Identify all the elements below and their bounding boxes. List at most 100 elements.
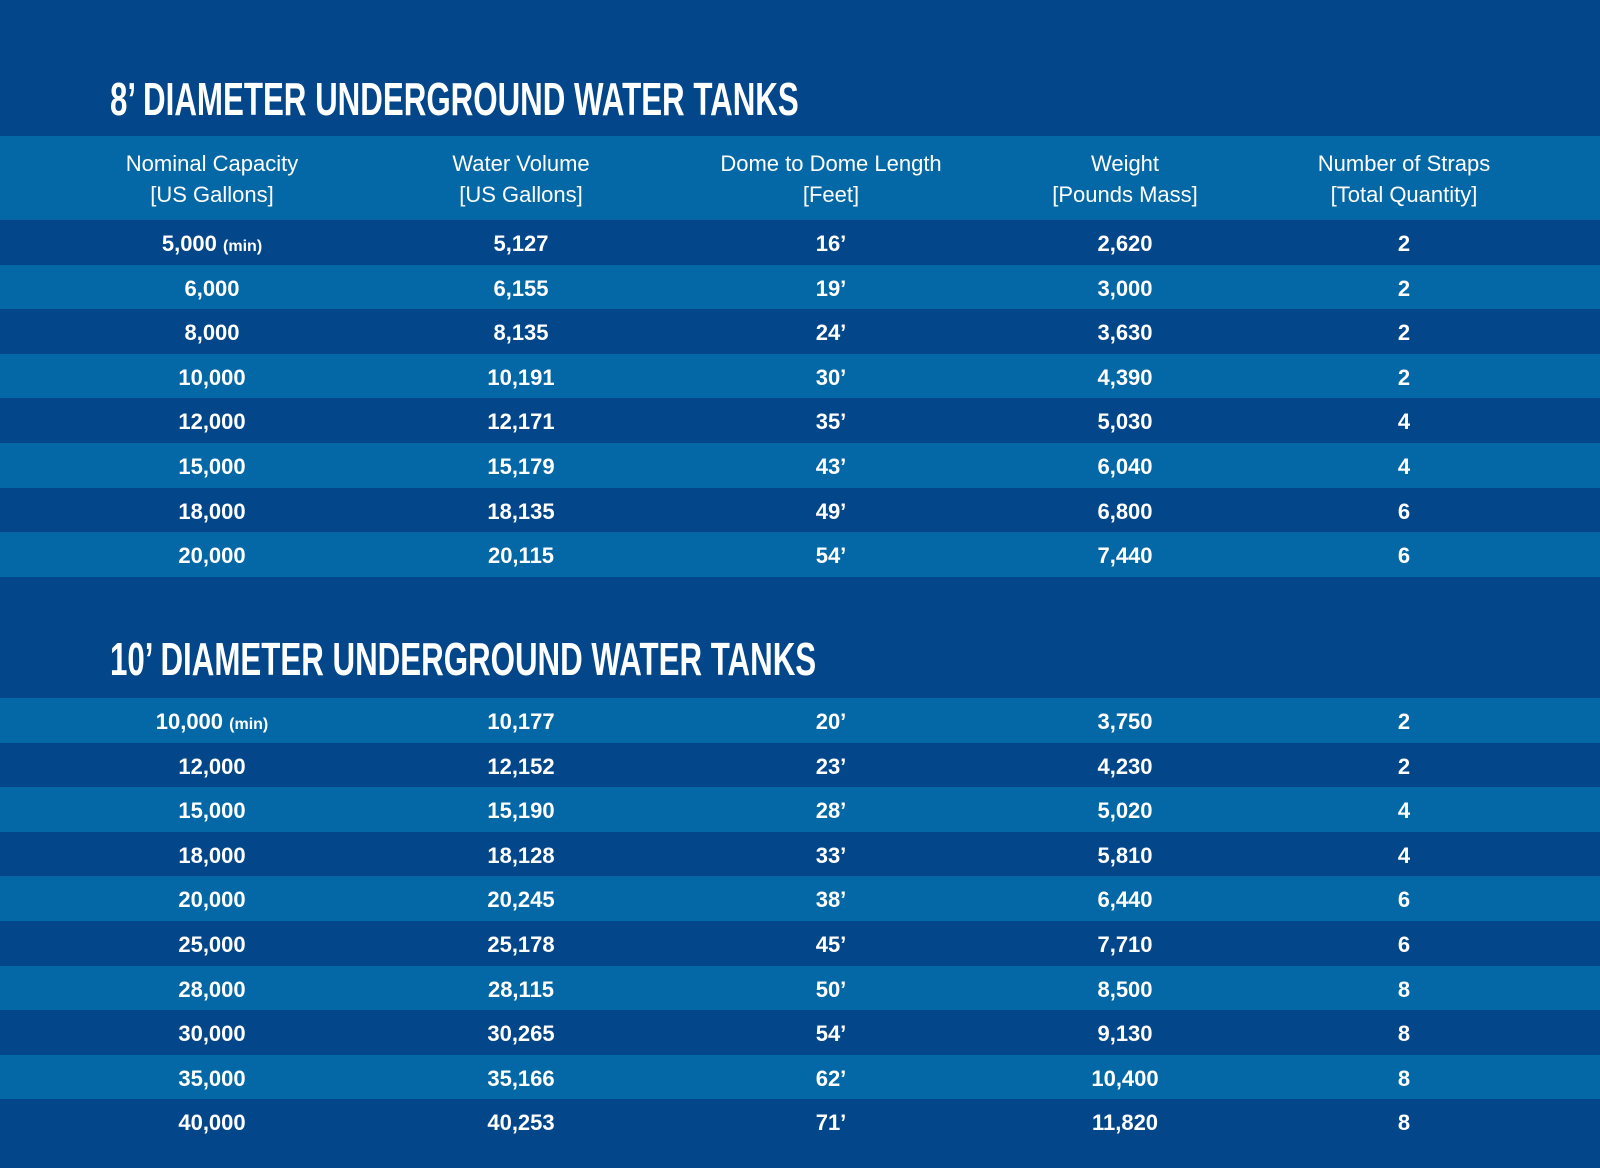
volume-value: 15,179 bbox=[487, 453, 555, 479]
volume-value: 28,115 bbox=[487, 976, 555, 1002]
capacity-value: 40,000 bbox=[178, 1110, 246, 1136]
header-line2: [Feet] bbox=[802, 182, 860, 207]
cell-length: 62’ bbox=[816, 1066, 847, 1092]
cell-length: 33’ bbox=[816, 843, 847, 869]
min-note: (min) bbox=[229, 716, 269, 733]
capacity-value: 35,000 bbox=[178, 1065, 246, 1091]
cell-straps: 2 bbox=[1398, 365, 1410, 391]
length-value: 71’ bbox=[815, 1110, 847, 1136]
cell-weight: 7,710 bbox=[1097, 932, 1152, 958]
capacity-value: 15,000 bbox=[178, 453, 246, 479]
capacity-value: 15,000 bbox=[178, 798, 246, 824]
volume-value: 20,245 bbox=[487, 887, 555, 913]
cell-weight: 6,040 bbox=[1097, 454, 1152, 480]
cell-capacity: 15,000 bbox=[178, 454, 245, 480]
table-row: 10,000 (min) 10,177 20’ 3,750 2 bbox=[0, 698, 1600, 743]
volume-value: 8,135 bbox=[493, 320, 549, 346]
cell-capacity: 18,000 bbox=[178, 499, 245, 525]
cell-capacity: 12,000 bbox=[178, 754, 245, 780]
capacity-value: 28,000 bbox=[178, 976, 246, 1002]
weight-value: 6,440 bbox=[1097, 887, 1153, 913]
cell-weight: 9,130 bbox=[1097, 1021, 1152, 1047]
straps-value: 6 bbox=[1397, 498, 1411, 524]
length-value: 28’ bbox=[815, 798, 847, 824]
cell-straps: 4 bbox=[1398, 843, 1410, 869]
cell-straps: 6 bbox=[1398, 499, 1410, 525]
straps-value: 4 bbox=[1397, 842, 1411, 868]
cell-capacity: 6,000 bbox=[184, 276, 239, 302]
volume-value: 30,265 bbox=[487, 1021, 555, 1047]
straps-value: 2 bbox=[1397, 320, 1411, 346]
header-length: Dome to Dome Length [Feet] bbox=[720, 148, 941, 210]
cell-volume: 18,135 bbox=[487, 499, 554, 525]
cell-capacity: 12,000 bbox=[178, 409, 245, 435]
cell-straps: 8 bbox=[1398, 1110, 1410, 1136]
cell-straps: 2 bbox=[1398, 276, 1410, 302]
volume-value: 18,135 bbox=[487, 498, 555, 524]
cell-capacity: 15,000 bbox=[178, 798, 245, 824]
cell-length: 30’ bbox=[816, 365, 847, 391]
cell-weight: 8,500 bbox=[1097, 977, 1152, 1003]
table-header: Nominal Capacity [US Gallons] Water Volum… bbox=[0, 136, 1600, 220]
weight-value: 7,710 bbox=[1097, 931, 1153, 957]
cell-weight: 6,800 bbox=[1097, 499, 1152, 525]
table-row: 30,000 30,265 54’ 9,130 8 bbox=[0, 1010, 1600, 1055]
length-value: 35’ bbox=[815, 409, 847, 435]
volume-value: 15,190 bbox=[487, 798, 555, 824]
weight-value: 4,390 bbox=[1097, 364, 1153, 390]
cell-straps: 2 bbox=[1398, 754, 1410, 780]
cell-straps: 8 bbox=[1398, 1066, 1410, 1092]
volume-value: 10,177 bbox=[487, 709, 555, 734]
cell-length: 20’ bbox=[816, 709, 847, 735]
cell-length: 38’ bbox=[816, 887, 847, 913]
cell-length: 54’ bbox=[816, 1021, 847, 1047]
capacity-value: 20,000 bbox=[178, 887, 246, 913]
weight-value: 3,630 bbox=[1097, 320, 1153, 346]
weight-value: 9,130 bbox=[1097, 1021, 1153, 1047]
capacity-value: 12,000 bbox=[178, 409, 246, 435]
weight-value: 6,800 bbox=[1097, 498, 1153, 524]
capacity-value: 10,000 bbox=[155, 709, 224, 734]
cell-weight: 6,440 bbox=[1097, 887, 1152, 913]
cell-straps: 4 bbox=[1398, 409, 1410, 435]
straps-value: 2 bbox=[1397, 753, 1411, 779]
cell-capacity: 10,000 bbox=[178, 365, 245, 391]
volume-value: 5,127 bbox=[493, 231, 549, 256]
weight-value: 6,040 bbox=[1097, 453, 1153, 479]
cell-length: 43’ bbox=[816, 454, 847, 480]
cell-length: 45’ bbox=[816, 932, 847, 958]
length-value: 30’ bbox=[815, 364, 847, 390]
cell-capacity: 40,000 bbox=[178, 1110, 245, 1136]
volume-value: 18,128 bbox=[487, 842, 555, 868]
table-row: 12,000 12,152 23’ 4,230 2 bbox=[0, 742, 1600, 788]
table-row: 6,000 6,155 19’ 3,000 2 bbox=[0, 264, 1600, 310]
capacity-value: 5,000 bbox=[161, 231, 217, 256]
capacity-value: 6,000 bbox=[184, 275, 240, 301]
cell-volume: 15,179 bbox=[487, 454, 554, 480]
weight-value: 5,030 bbox=[1097, 409, 1153, 435]
cell-weight: 11,820 bbox=[1092, 1110, 1158, 1136]
cell-volume: 25,178 bbox=[487, 932, 554, 958]
cell-capacity: 8,000 bbox=[184, 320, 239, 346]
cell-volume: 30,265 bbox=[487, 1021, 554, 1047]
cell-length: 28’ bbox=[816, 798, 847, 824]
volume-value: 10,191 bbox=[487, 364, 555, 390]
cell-volume: 40,253 bbox=[487, 1110, 554, 1136]
cell-volume: 20,115 bbox=[488, 543, 554, 569]
weight-value: 10,400 bbox=[1091, 1065, 1159, 1091]
cell-length: 49’ bbox=[816, 499, 847, 525]
cell-straps: 6 bbox=[1398, 543, 1410, 569]
header-line2: [US Gallons] bbox=[459, 182, 583, 207]
cell-volume: 35,166 bbox=[487, 1066, 554, 1092]
table-row: 20,000 20,115 54’ 7,440 6 bbox=[0, 532, 1600, 577]
cell-volume: 8,135 bbox=[493, 320, 548, 346]
cell-length: 24’ bbox=[816, 320, 847, 346]
volume-value: 25,178 bbox=[487, 931, 555, 957]
table-row: 18,000 18,128 33’ 5,810 4 bbox=[0, 831, 1600, 877]
cell-length: 54’ bbox=[816, 543, 847, 569]
straps-value: 6 bbox=[1397, 543, 1411, 569]
volume-value: 6,155 bbox=[493, 275, 549, 301]
cell-weight: 3,630 bbox=[1097, 320, 1152, 346]
weight-value: 8,500 bbox=[1097, 976, 1153, 1002]
table-row: 20,000 20,245 38’ 6,440 6 bbox=[0, 876, 1600, 921]
